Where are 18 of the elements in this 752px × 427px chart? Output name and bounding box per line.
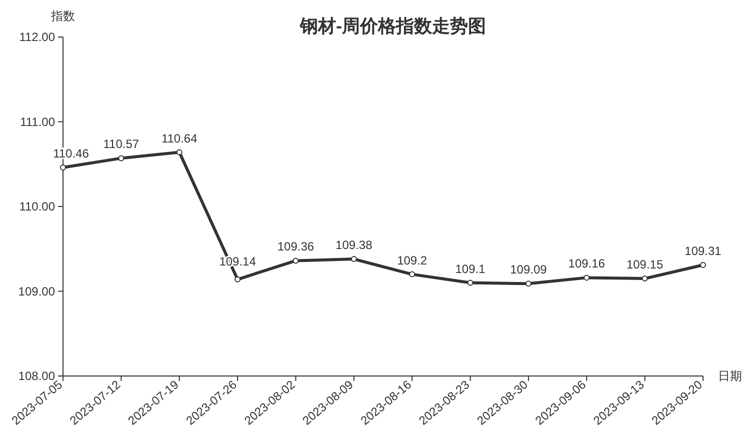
data-label: 109.09	[510, 262, 547, 277]
data-label: 109.31	[684, 244, 722, 258]
ytick: 108.00	[18, 369, 55, 383]
ytick: 110.00	[19, 200, 55, 214]
data-label: 109.36	[277, 240, 314, 254]
ylabel: 指数	[51, 9, 75, 23]
data-label: 109.16	[568, 256, 605, 271]
title: 钢材-周价格指数走势图	[300, 16, 486, 36]
data-label: 109.1	[455, 262, 486, 276]
ytick: 109.00	[18, 284, 55, 298]
data-label: 109.38	[336, 238, 372, 252]
data-label: 110.57	[103, 137, 140, 152]
ytick: 111.00	[20, 114, 55, 129]
data-label: 110.64	[161, 131, 198, 146]
data-label: 109.2	[397, 253, 428, 268]
ytick: 112.00	[19, 30, 55, 44]
data-label: 109.15	[626, 258, 664, 272]
xlabel: 日期	[718, 369, 742, 383]
